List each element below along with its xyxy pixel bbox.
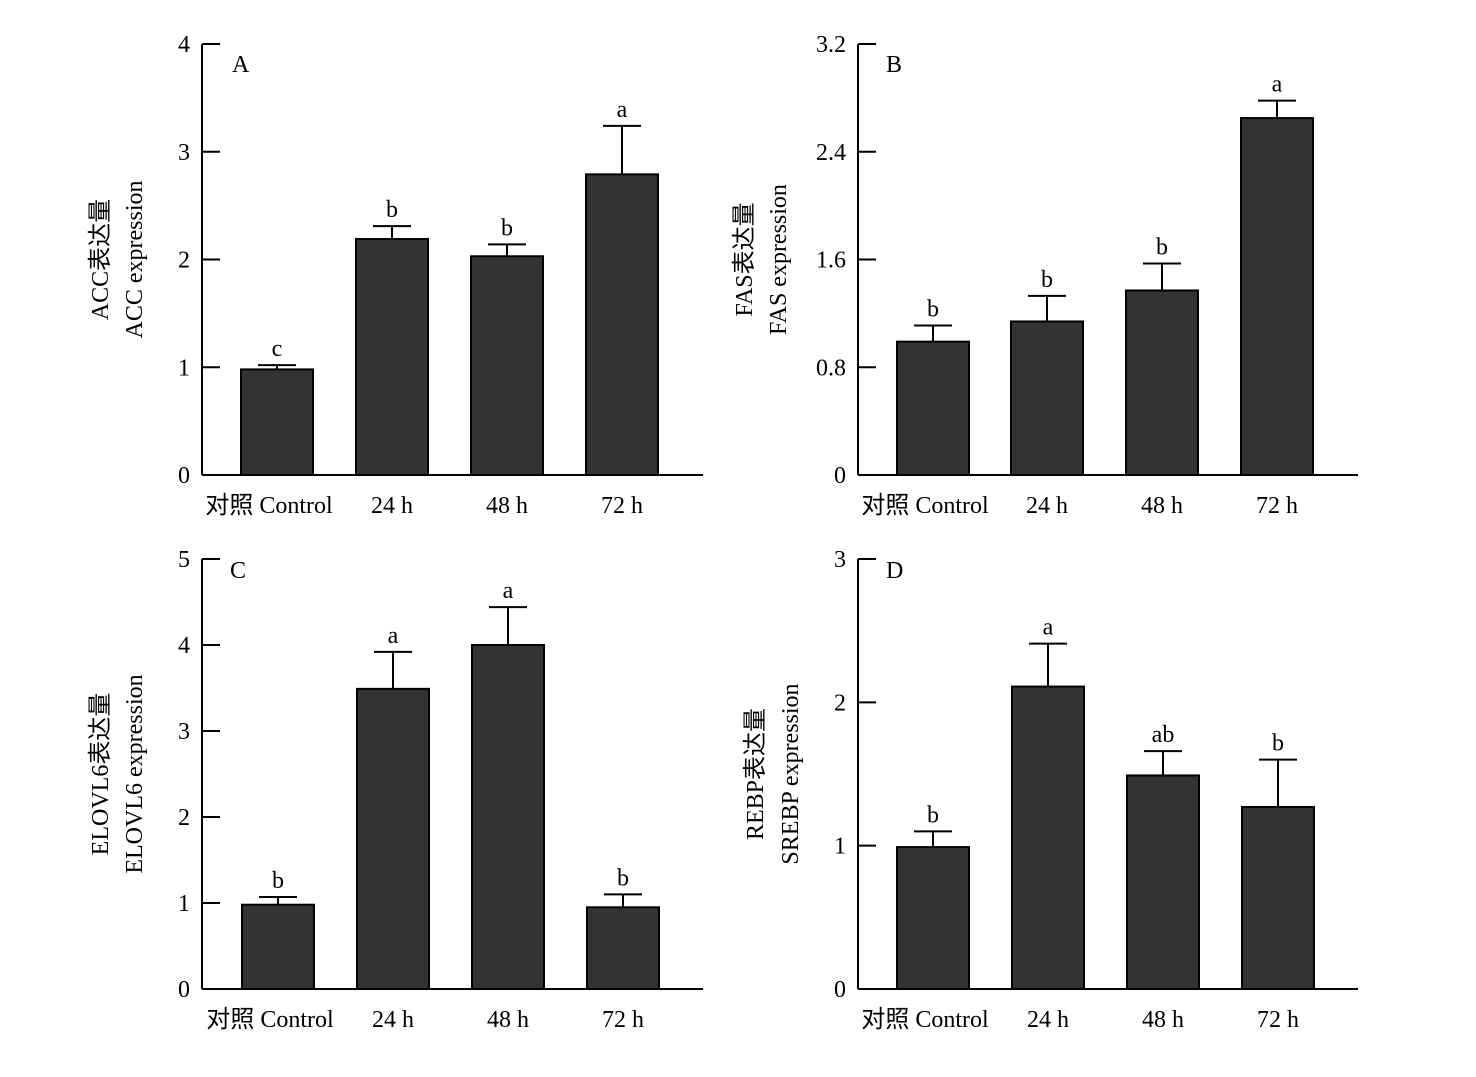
panel-letter-c: C (230, 558, 246, 584)
bar-a-3 (585, 173, 659, 476)
bar-b-0 (896, 340, 970, 476)
bar-b-2 (1125, 289, 1199, 476)
y-tick-label-a-3: 3 (178, 140, 190, 166)
y-tick-label-a-2: 2 (178, 248, 190, 274)
y-tick-label-c-0: 0 (178, 977, 190, 1003)
bar-c-2 (471, 644, 545, 990)
category-label-a-0: 对照 Control (205, 492, 333, 519)
y-tick-label-c-3: 3 (178, 719, 190, 745)
y-axis-label-c-1: ELOVL6 expression (122, 674, 148, 873)
y-tick-label-d-0: 0 (834, 977, 846, 1003)
bar-c-1 (356, 687, 430, 990)
significance-label-c-1: a (388, 623, 399, 649)
significance-label-a-3: a (617, 97, 628, 123)
y-tick-label-a-1: 1 (178, 355, 190, 381)
y-axis-label-a-0: ACC表达量 (87, 199, 114, 320)
y-tick-label-d-2: 2 (834, 690, 846, 716)
bar-d-0 (896, 846, 970, 990)
category-label-a-3: 72 h (601, 493, 643, 519)
category-label-b-2: 48 h (1141, 493, 1183, 519)
y-tick-label-b-3: 2.4 (816, 140, 846, 166)
y-tick-label-c-4: 4 (178, 633, 190, 659)
category-label-b-3: 72 h (1256, 493, 1298, 519)
significance-label-c-3: b (617, 865, 629, 891)
bar-c-0 (241, 903, 315, 990)
significance-label-b-0: b (927, 296, 939, 322)
category-label-c-2: 48 h (487, 1007, 529, 1033)
category-label-b-1: 24 h (1026, 493, 1068, 519)
y-tick-label-b-2: 1.6 (816, 248, 846, 274)
y-axis-label-d-0: REBP表达量 (742, 708, 769, 840)
bar-d-2 (1126, 774, 1200, 991)
significance-label-b-1: b (1041, 267, 1053, 293)
category-label-c-0: 对照 Control (206, 1006, 334, 1033)
panel-c: 0 1 2 3 4 5 C ELOVL6表达量 ELOVL6 expression b 对照 Con… (87, 547, 703, 1033)
panel-letter-b: B (886, 52, 902, 78)
panel-letter-d: D (886, 558, 903, 584)
significance-label-b-2: b (1156, 235, 1168, 261)
y-axis-label-c-0: ELOVL6表达量 (87, 693, 114, 856)
y-axis-label-b-1: FAS expression (766, 184, 792, 335)
significance-label-b-3: a (1272, 72, 1283, 98)
category-label-a-1: 24 h (371, 493, 413, 519)
significance-label-d-2: ab (1152, 722, 1175, 748)
bar-a-0 (240, 368, 314, 476)
bar-b-1 (1010, 320, 1084, 476)
y-axis-label-d-1: SREBP expression (778, 683, 804, 864)
y-tick-label-c-5: 5 (178, 547, 190, 573)
y-tick-label-a-0: 0 (178, 463, 190, 489)
y-tick-label-b-4: 3.2 (816, 32, 846, 58)
bar-a-1 (355, 238, 429, 476)
y-tick-label-b-1: 0.8 (816, 355, 846, 381)
panel-letter-a: A (232, 52, 250, 78)
bar-c-3 (586, 906, 660, 990)
y-tick-label-c-1: 1 (178, 891, 190, 917)
significance-label-a-0: c (272, 336, 283, 362)
category-label-d-2: 48 h (1142, 1007, 1184, 1033)
category-label-c-3: 72 h (602, 1007, 644, 1033)
y-tick-label-a-4: 4 (178, 32, 190, 58)
panel-d: 0 1 2 3 D REBP表达量 SREBP expression b 对照 Control a… (742, 547, 1358, 1033)
category-label-d-0: 对照 Control (861, 1006, 989, 1033)
category-label-d-3: 72 h (1257, 1007, 1299, 1033)
significance-label-c-2: a (503, 578, 514, 604)
bar-a-2 (470, 255, 544, 476)
y-axis-label-a-1: ACC expression (122, 181, 148, 339)
y-axis-label-b-0: FAS表达量 (731, 202, 758, 316)
category-label-c-1: 24 h (372, 1007, 414, 1033)
y-tick-label-b-0: 0 (834, 463, 846, 489)
y-tick-label-c-2: 2 (178, 805, 190, 831)
significance-label-a-1: b (386, 197, 398, 223)
significance-label-d-3: b (1272, 731, 1284, 757)
bar-b-3 (1240, 117, 1314, 476)
y-tick-label-d-3: 3 (834, 547, 846, 573)
significance-label-d-1: a (1043, 615, 1054, 641)
y-tick-label-d-1: 1 (834, 834, 846, 860)
panel-a: 0 1 2 3 4 A ACC表达量 ACC expression c 对照 Control b 24… (87, 32, 703, 519)
bar-d-3 (1241, 805, 1315, 991)
category-label-a-2: 48 h (486, 493, 528, 519)
category-label-d-1: 24 h (1027, 1007, 1069, 1033)
panel-b: 0 0.8 1.6 2.4 3.2 B FAS表达量 FAS expression b 对照 Co… (731, 32, 1358, 519)
significance-label-d-0: b (927, 802, 939, 828)
category-label-b-0: 对照 Control (861, 492, 989, 519)
significance-label-a-2: b (501, 215, 513, 241)
significance-label-c-0: b (272, 868, 284, 894)
bar-d-1 (1011, 685, 1085, 990)
